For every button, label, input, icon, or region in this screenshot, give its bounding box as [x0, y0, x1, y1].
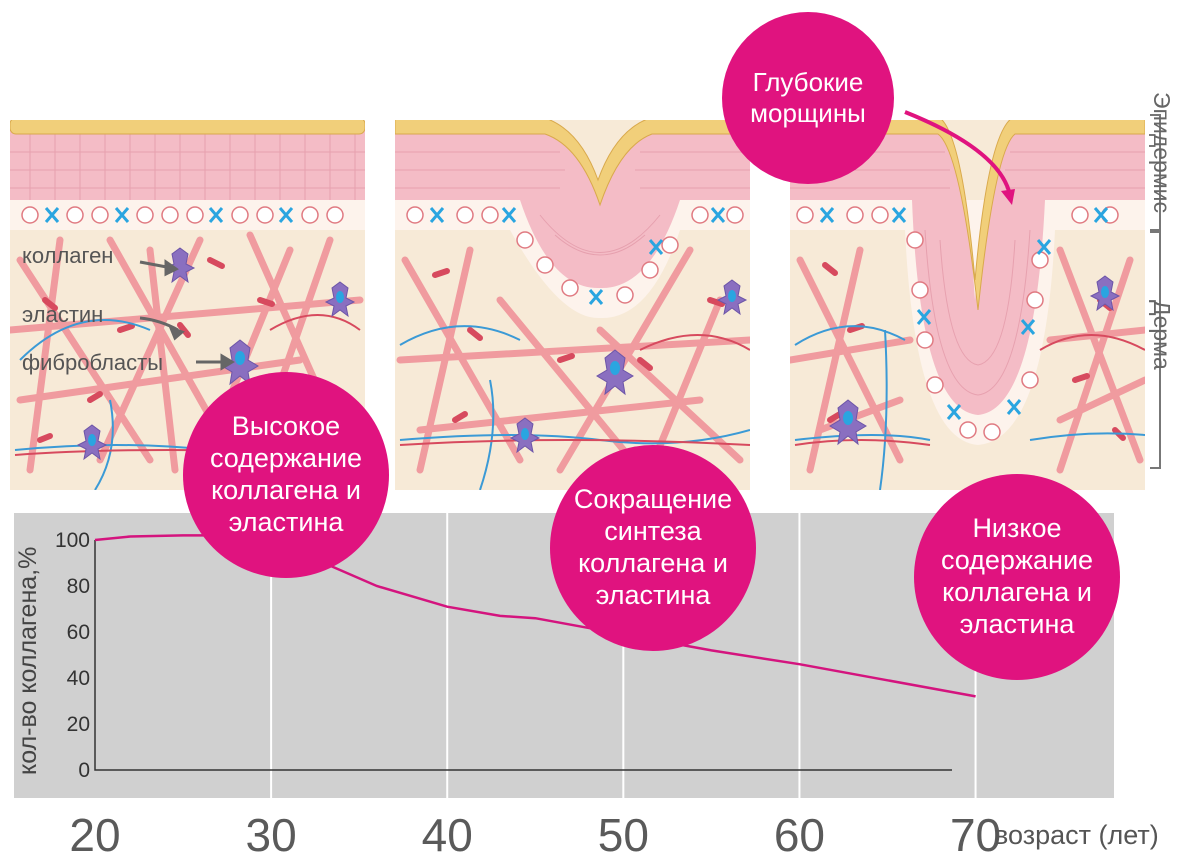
wrinkle-arrow	[904, 110, 1015, 205]
bubble-reduced-synthesis: Сокращение синтеза коллагена и эластина	[550, 445, 756, 651]
x-tick-label-60: 60	[773, 809, 826, 861]
series-line-collagen	[94, 534, 976, 698]
x-tick-label-50: 50	[597, 809, 649, 861]
skin-panel-aging	[395, 120, 750, 490]
y-tick-label-0: 0	[78, 759, 90, 782]
y-axis-label: кол-во коллагена,%	[14, 546, 42, 775]
bubble-low-content: Низкое содержание коллагена и эластина	[914, 474, 1120, 680]
chart-axes	[94, 540, 952, 771]
y-tick-label-80: 80	[67, 575, 90, 598]
elastin-label: эластин	[22, 302, 104, 327]
y-tick-label-60: 60	[67, 621, 90, 644]
y-tick-label-40: 40	[67, 667, 90, 690]
y-tick-label-20: 20	[67, 713, 90, 736]
x-axis-label: возраст (лет)	[994, 820, 1159, 850]
fibroblasts-label: фибробласты	[22, 350, 164, 375]
x-tick-label-30: 30	[245, 809, 297, 861]
y-tick-label-100: 100	[55, 529, 90, 552]
skin-illustration	[10, 110, 1161, 490]
x-tick-label-70: 70	[949, 809, 1002, 861]
bubble-deep-wrinkles: Глубокие морщины	[722, 12, 894, 184]
collagen-label: коллаген	[22, 243, 114, 268]
bubble-high-content: Высокое содержание коллагена и эластина	[183, 372, 389, 578]
skin-panel-old	[790, 120, 1145, 490]
x-tick-label-20: 20	[69, 809, 121, 861]
annotation-arrows	[139, 259, 235, 371]
x-tick-label-40: 40	[421, 809, 473, 861]
layer-bracket	[1150, 114, 1161, 469]
chart-y-ticks: 0 20 40 60 80 100	[55, 529, 90, 782]
